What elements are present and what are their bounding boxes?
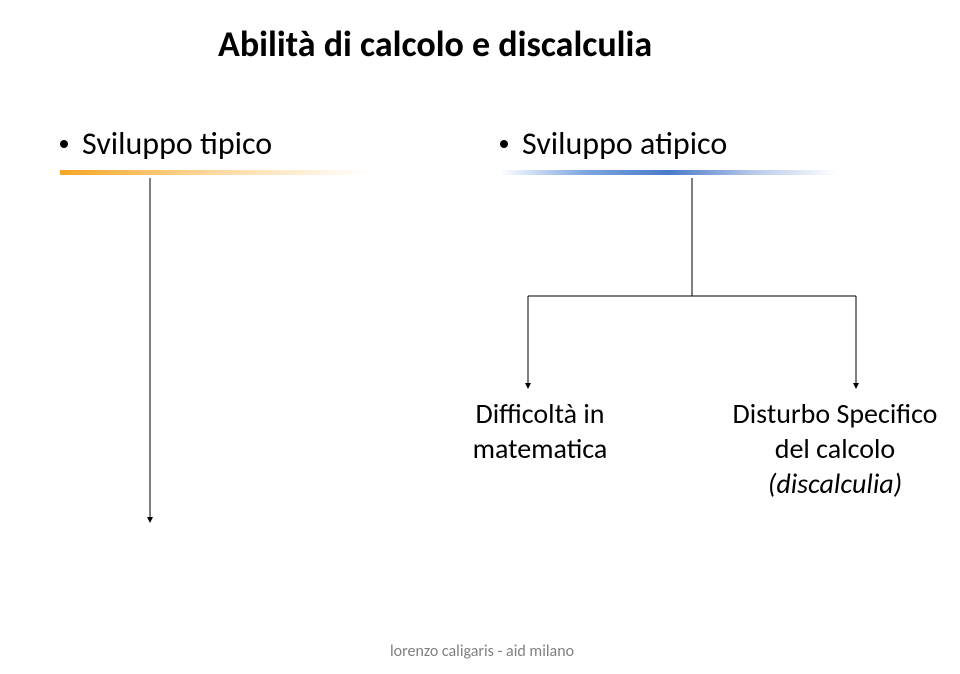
bullet-sviluppo-atipico: Sviluppo atipico <box>500 124 727 163</box>
bullet-dot-icon <box>500 140 508 148</box>
slide: Abilità di calcolo e discalculia Svilupp… <box>0 0 960 674</box>
underline-orange <box>60 170 370 175</box>
bullet-label: Sviluppo atipico <box>522 124 727 163</box>
leaf-line: matematica <box>440 431 640 466</box>
bullet-dot-icon <box>60 140 68 148</box>
leaf-disturbo: Disturbo Specifico del calcolo (discalcu… <box>710 396 960 501</box>
leaf-difficolta: Difficoltà in matematica <box>440 396 640 466</box>
footer-credit: lorenzo caligaris - aid milano <box>390 642 574 661</box>
connector-lines <box>0 0 960 674</box>
leaf-line: Difficoltà in <box>440 396 640 431</box>
leaf-line-italic: (discalculia) <box>710 466 960 501</box>
leaf-line: del calcolo <box>710 431 960 466</box>
slide-title: Abilità di calcolo e discalculia <box>218 22 652 66</box>
bullet-sviluppo-tipico: Sviluppo tipico <box>60 124 272 163</box>
leaf-line: Disturbo Specifico <box>710 396 960 431</box>
underline-blue <box>500 170 838 175</box>
bullet-label: Sviluppo tipico <box>82 124 272 163</box>
